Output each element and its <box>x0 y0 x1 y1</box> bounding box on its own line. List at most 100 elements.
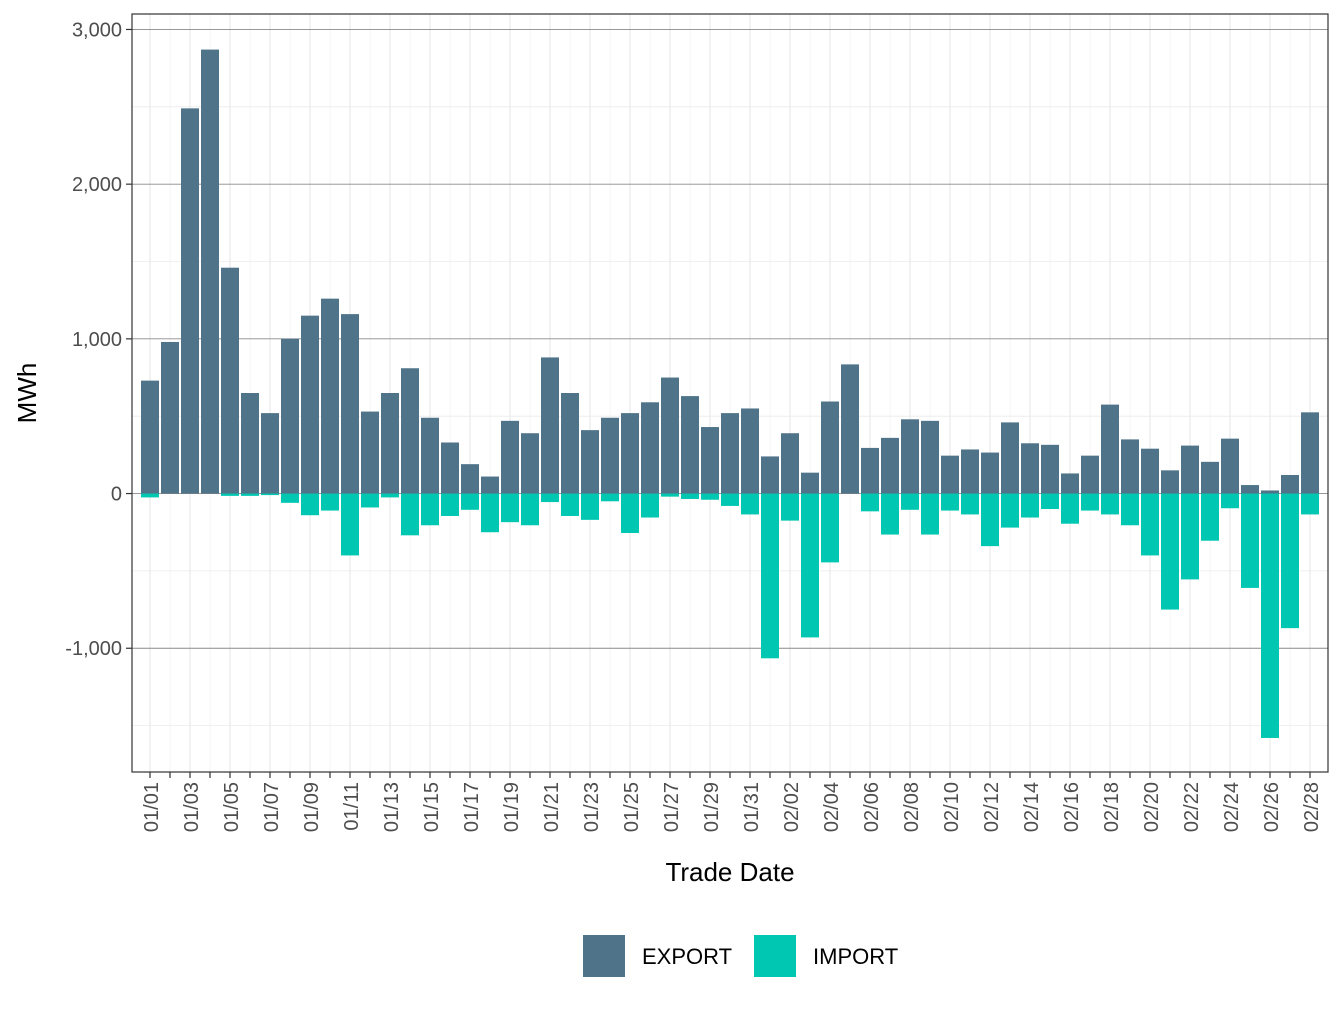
import-bar <box>1181 493 1199 580</box>
x-tick-label: 01/31 <box>741 782 763 832</box>
import-bar <box>681 493 699 499</box>
export-bar <box>801 472 819 494</box>
x-tick-label: 01/09 <box>301 782 323 832</box>
x-tick-label: 01/29 <box>701 782 723 832</box>
x-tick-label: 02/02 <box>781 782 803 832</box>
x-tick-label: 01/25 <box>621 782 643 832</box>
import-bar <box>461 493 479 510</box>
x-tick-label: 02/16 <box>1061 782 1083 832</box>
x-tick-label: 01/19 <box>501 782 523 832</box>
import-bar <box>761 493 779 659</box>
export-bar <box>1101 404 1119 494</box>
export-bar <box>1221 438 1239 494</box>
export-bar <box>381 393 399 494</box>
import-bar <box>361 493 379 508</box>
export-bar <box>761 456 779 494</box>
export-bar <box>241 393 259 494</box>
export-bar <box>701 427 719 494</box>
import-bar <box>901 493 919 510</box>
x-tick-label: 01/27 <box>661 782 683 832</box>
import-bar <box>1021 493 1039 518</box>
export-bar <box>981 452 999 494</box>
export-bar <box>1141 448 1159 494</box>
export-bar <box>301 315 319 494</box>
export-bar <box>261 413 279 494</box>
import-bar <box>961 493 979 515</box>
x-tick-label: 01/07 <box>261 782 283 832</box>
export-bar <box>561 393 579 494</box>
legend-label-import: IMPORT <box>813 944 898 969</box>
x-tick-label: 01/23 <box>581 782 603 832</box>
legend-label-export: EXPORT <box>642 944 732 969</box>
export-bar <box>601 417 619 494</box>
import-bar <box>821 493 839 563</box>
export-bar <box>1021 443 1039 494</box>
import-bar <box>921 493 939 535</box>
import-bar <box>701 493 719 500</box>
x-axis: 01/01 01/03 01/05 01/07 01/09 01/11 01/13 01/15… <box>141 772 1323 832</box>
export-bar <box>901 419 919 494</box>
import-bar <box>641 493 659 518</box>
import-bar <box>441 493 459 516</box>
export-bar <box>841 364 859 494</box>
x-tick-label: 02/06 <box>861 782 883 832</box>
export-bar <box>541 357 559 494</box>
export-bar <box>181 108 199 494</box>
x-tick-label: 01/17 <box>461 782 483 832</box>
x-tick-label: 01/15 <box>421 782 443 832</box>
x-tick-label: 02/12 <box>981 782 1003 832</box>
import-bar <box>481 493 499 533</box>
x-tick-label: 01/11 <box>341 782 363 831</box>
import-bar <box>541 493 559 503</box>
import-bar <box>261 493 279 496</box>
export-bar <box>201 49 219 494</box>
export-bar <box>1001 422 1019 494</box>
export-bar <box>881 437 899 494</box>
x-tick-label: 02/04 <box>821 782 843 832</box>
export-bar <box>341 314 359 494</box>
import-bar <box>1261 493 1279 738</box>
y-axis: 3,000 2,000 1,000 0 -1,000 <box>65 19 132 660</box>
import-bar <box>1241 493 1259 588</box>
import-bar <box>421 493 439 526</box>
export-bar <box>321 298 339 494</box>
import-bar <box>401 493 419 536</box>
import-bar <box>221 493 239 496</box>
import-bar <box>801 493 819 638</box>
x-tick-label: 01/05 <box>221 782 243 832</box>
export-bar <box>1301 412 1319 494</box>
x-axis-title: Trade Date <box>665 857 794 887</box>
legend-swatch-export <box>583 935 625 977</box>
x-tick-label: 01/03 <box>181 782 203 832</box>
x-tick-label: 02/26 <box>1261 782 1283 832</box>
export-bar <box>661 377 679 494</box>
export-bar <box>421 417 439 494</box>
import-bar <box>881 493 899 535</box>
export-bar <box>1121 439 1139 494</box>
export-bar <box>521 433 539 494</box>
export-bar <box>1181 445 1199 494</box>
export-bar <box>481 476 499 494</box>
x-tick-label: 01/01 <box>141 782 163 832</box>
export-bar <box>721 413 739 494</box>
x-tick-label: 02/22 <box>1181 782 1203 832</box>
export-bar <box>401 368 419 494</box>
x-tick-label: 02/24 <box>1221 782 1243 832</box>
export-bar <box>1081 455 1099 494</box>
y-tick-label: 1,000 <box>72 329 122 351</box>
import-bar <box>321 493 339 511</box>
export-bar <box>1261 490 1279 494</box>
export-bar <box>501 420 519 494</box>
export-bar <box>741 408 759 494</box>
export-bar <box>1061 473 1079 494</box>
export-bar <box>681 396 699 494</box>
import-bar <box>1201 493 1219 541</box>
import-bar <box>581 493 599 520</box>
import-bar <box>741 493 759 515</box>
export-bar <box>921 420 939 494</box>
import-bar <box>1141 493 1159 556</box>
import-bar <box>861 493 879 512</box>
export-bar <box>161 341 179 494</box>
export-bar <box>461 464 479 494</box>
import-bar <box>501 493 519 523</box>
